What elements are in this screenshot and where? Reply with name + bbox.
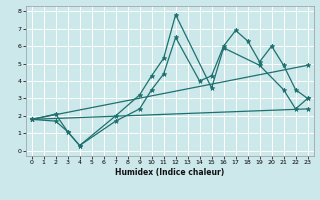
X-axis label: Humidex (Indice chaleur): Humidex (Indice chaleur) <box>115 168 224 177</box>
